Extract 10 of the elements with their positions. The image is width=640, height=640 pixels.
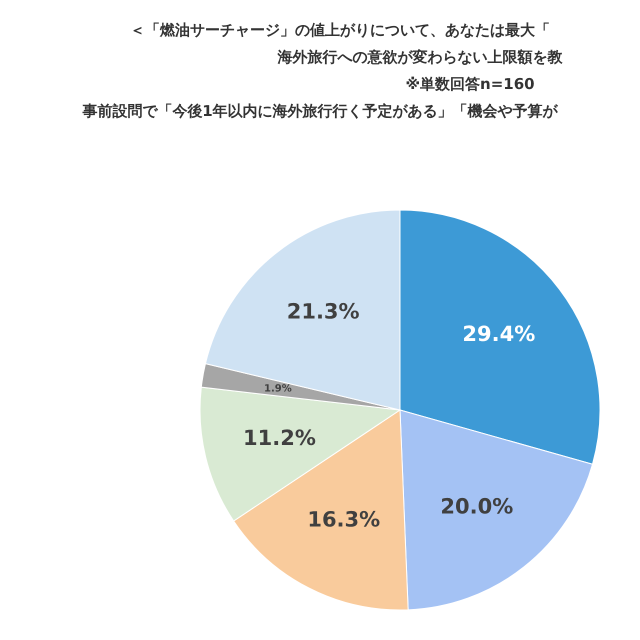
chart-title: ＜「燃油サーチャージ」の値上がりについて、あなたは最大「 [130, 21, 550, 39]
chart-subtitle: 海外旅行への意欲が変わらない上限額を教 [276, 48, 564, 66]
data-label: 21.3% [286, 300, 360, 324]
data-label: 29.4% [462, 322, 536, 346]
data-label: 20.0% [440, 494, 514, 518]
data-label: 16.3% [307, 508, 380, 532]
data-label: 1.9% [264, 384, 292, 395]
data-label: 11.2% [243, 426, 316, 450]
text: 事前設問で「今後1年以内に海外旅行行く予定がある」「機会や予算が [81, 102, 559, 120]
text: ※単数回答n=160 [405, 75, 535, 93]
